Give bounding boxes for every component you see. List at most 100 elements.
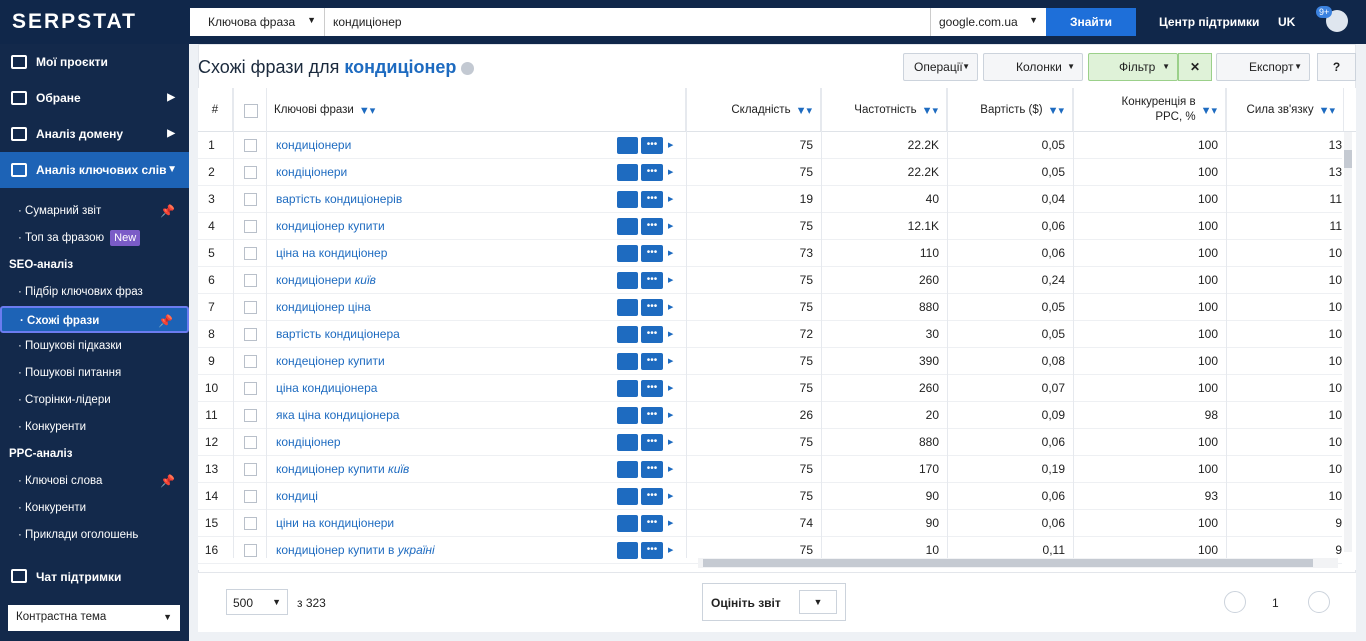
column-header[interactable]: Вартість ($) ▼▾ — [947, 88, 1073, 132]
more-button[interactable]: ••• — [641, 137, 663, 154]
expand-arrow[interactable]: ▶ — [668, 358, 674, 365]
row-checkbox[interactable] — [244, 247, 257, 260]
serp-icon[interactable] — [617, 137, 638, 154]
more-button[interactable]: ••• — [641, 461, 663, 478]
search-input[interactable]: кондиціонер — [325, 8, 930, 36]
serp-icon[interactable] — [617, 218, 638, 235]
more-button[interactable]: ••• — [641, 272, 663, 289]
serp-icon[interactable] — [617, 299, 638, 316]
row-checkbox[interactable] — [244, 517, 257, 530]
expand-arrow[interactable]: ▶ — [668, 466, 674, 473]
row-checkbox[interactable] — [244, 193, 257, 206]
help-button[interactable]: ? — [1317, 53, 1356, 81]
column-header[interactable]: Складність ▼▾ — [686, 88, 821, 132]
column-header[interactable]: Частотність ▼▾ — [821, 88, 947, 132]
submenu-item[interactable]: · Підбір ключових фраз — [18, 286, 143, 298]
submenu-item[interactable]: · Ключові слова 📌 — [0, 468, 189, 495]
search-type[interactable]: Ключова фраза ▼ — [190, 8, 325, 36]
more-button[interactable]: ••• — [641, 353, 663, 370]
serp-icon[interactable] — [617, 434, 638, 451]
logo[interactable]: SERPSTAT — [12, 10, 137, 33]
vertical-scrollbar[interactable] — [1344, 132, 1352, 552]
expand-arrow[interactable]: ▶ — [668, 493, 674, 500]
keyword-link[interactable]: кондиці — [276, 489, 318, 503]
keyword-link[interactable]: ціни на кондиціонери — [276, 516, 395, 530]
expand-arrow[interactable]: ▶ — [668, 520, 674, 527]
row-checkbox[interactable] — [244, 355, 257, 368]
toolbar-button[interactable]: Фільтр ▼ — [1088, 53, 1178, 81]
page-size-select[interactable]: 500 ▼ — [226, 589, 288, 615]
row-checkbox[interactable] — [244, 544, 257, 557]
keyword-link[interactable]: ціна кондиціонера — [276, 381, 378, 395]
keyword-link[interactable]: вартість кондиціонерів — [276, 192, 403, 206]
region-select[interactable]: google.com.ua ▼ — [930, 8, 1046, 36]
expand-arrow[interactable]: ▶ — [668, 547, 674, 554]
submenu-item[interactable]: · Сторінки-лідери — [18, 394, 111, 406]
serp-icon[interactable] — [617, 326, 638, 343]
expand-arrow[interactable]: ▶ — [668, 250, 674, 257]
serp-icon[interactable] — [617, 353, 638, 370]
toolbar-button[interactable]: Експорт ▼ — [1216, 53, 1310, 81]
keyword-link[interactable]: кондіціонер — [276, 435, 341, 449]
row-checkbox[interactable] — [244, 220, 257, 233]
more-button[interactable]: ••• — [641, 434, 663, 451]
rate-report[interactable]: Оцініть звіт ▼ — [702, 583, 846, 621]
expand-arrow[interactable]: ▶ — [668, 169, 674, 176]
serp-icon[interactable] — [617, 245, 638, 262]
row-checkbox[interactable] — [244, 301, 257, 314]
theme-select[interactable]: Контрастна тема ▼ — [8, 605, 180, 631]
language[interactable]: UK — [1278, 15, 1296, 29]
serp-icon[interactable] — [617, 164, 638, 181]
more-button[interactable]: ••• — [641, 164, 663, 181]
keyword-region[interactable]: київ — [388, 462, 410, 476]
expand-arrow[interactable]: ▶ — [668, 196, 674, 203]
next-page[interactable] — [1308, 591, 1330, 613]
more-button[interactable]: ••• — [641, 380, 663, 397]
keyword-link[interactable]: кондиціонери — [276, 273, 352, 287]
expand-arrow[interactable]: ▶ — [668, 277, 674, 284]
serp-icon[interactable] — [617, 380, 638, 397]
keyword-link[interactable]: кондиціонер купити в — [276, 543, 395, 557]
search-button[interactable]: Знайти — [1046, 8, 1136, 36]
serp-icon[interactable] — [617, 191, 638, 208]
row-checkbox[interactable] — [244, 139, 257, 152]
submenu-item[interactable]: · Конкуренти — [18, 502, 87, 514]
clear-filter[interactable]: ✕ — [1178, 53, 1212, 81]
row-checkbox[interactable] — [244, 382, 257, 395]
keyword-region[interactable]: україні — [397, 543, 435, 557]
more-button[interactable]: ••• — [641, 488, 663, 505]
submenu-item[interactable]: · Схожі фрази 📌 — [0, 306, 189, 333]
row-checkbox[interactable] — [244, 166, 257, 179]
expand-arrow[interactable]: ▶ — [668, 304, 674, 311]
more-button[interactable]: ••• — [641, 191, 663, 208]
more-button[interactable]: ••• — [641, 218, 663, 235]
serp-icon[interactable] — [617, 515, 638, 532]
keyword-link[interactable]: кондиціонер купити — [276, 462, 385, 476]
row-checkbox[interactable] — [244, 328, 257, 341]
toolbar-button[interactable]: Колонки ▼ — [983, 53, 1083, 81]
submenu-item[interactable]: · Приклади оголошень — [18, 529, 139, 541]
serp-icon[interactable] — [617, 488, 638, 505]
submenu-item[interactable]: · Пошукові питання — [18, 367, 122, 379]
more-button[interactable]: ••• — [641, 515, 663, 532]
column-header[interactable]: Ключові фрази ▼▾ — [233, 88, 686, 132]
serp-icon[interactable] — [617, 461, 638, 478]
column-header[interactable]: Сила зв'язку ▼▾ — [1226, 88, 1344, 132]
row-checkbox[interactable] — [244, 409, 257, 422]
expand-arrow[interactable]: ▶ — [668, 385, 674, 392]
avatar[interactable] — [1326, 10, 1348, 32]
row-checkbox[interactable] — [244, 463, 257, 476]
more-button[interactable]: ••• — [641, 299, 663, 316]
select-all[interactable] — [244, 104, 258, 118]
keyword-link[interactable]: ціна на кондиціонер — [276, 246, 388, 260]
row-checkbox[interactable] — [244, 490, 257, 503]
menu-item[interactable]: Аналіз ключових слів ▼ — [0, 152, 189, 188]
submenu-item[interactable]: · Топ за фразою New — [0, 225, 189, 252]
more-button[interactable]: ••• — [641, 326, 663, 343]
column-header[interactable]: Конкуренція в PPC, % ▼▾ — [1073, 88, 1226, 132]
menu-item[interactable]: Обране ▶ — [0, 80, 189, 116]
more-button[interactable]: ••• — [641, 407, 663, 424]
expand-arrow[interactable]: ▶ — [668, 331, 674, 338]
prev-page[interactable] — [1224, 591, 1246, 613]
keyword-link[interactable]: вартість кондиціонера — [276, 327, 400, 341]
